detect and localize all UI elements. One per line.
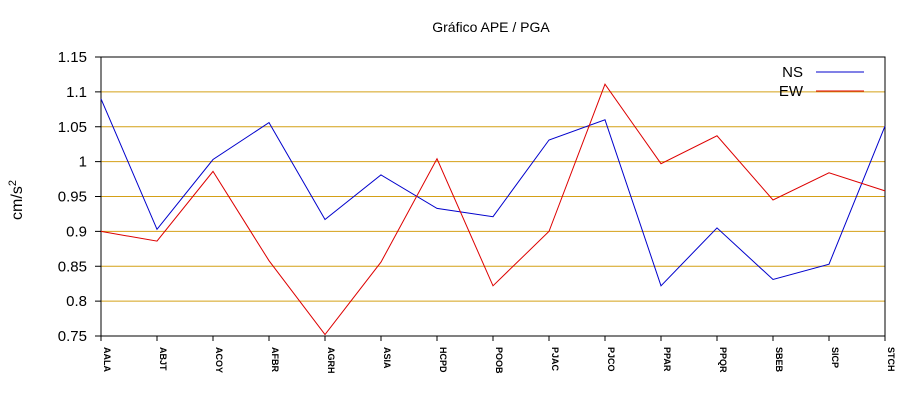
- series: [100, 83, 886, 336]
- y-tick-label: 1.1: [66, 84, 87, 101]
- x-tick-label: PPAR: [662, 347, 672, 372]
- y-tick-label: 0.8: [66, 293, 87, 310]
- x-tick-label: AFBR: [270, 347, 280, 372]
- y-axis-label: cm/s2: [7, 180, 26, 220]
- legend-label-ns: NS: [782, 64, 803, 81]
- x-tick-label: SBEB: [774, 347, 784, 373]
- x-tick-label: POOB: [494, 347, 504, 374]
- y-tick-label: 0.85: [58, 258, 87, 275]
- axes: 0.75 0.8 0.85 0.9 0.95 1 1.05 1.1 1.15 AALA ABJT AC…: [58, 49, 896, 374]
- series-line-ew: [100, 83, 886, 336]
- x-tick-label: AALA: [102, 347, 112, 372]
- y-tick-label: 1.05: [58, 119, 87, 136]
- legend-label-ew: EW: [779, 83, 804, 100]
- y-tick-label: 0.95: [58, 189, 87, 206]
- y-axis-label-superscript: 2: [7, 180, 19, 186]
- x-tick-label: PPQR: [718, 347, 728, 373]
- x-tick-label: ASIA: [382, 347, 392, 369]
- legend: NS EW: [779, 64, 864, 100]
- y-tick-label: 0.9: [66, 223, 87, 240]
- y-tick-label: 1: [79, 154, 87, 171]
- chart-title: Gráfico APE / PGA: [432, 19, 550, 35]
- x-tick-label: STCH: [886, 347, 896, 372]
- series-line-ns: [100, 98, 886, 287]
- x-tick-label: PJAC: [550, 347, 560, 372]
- grid: [101, 91, 885, 302]
- y-tick-label: 0.75: [58, 328, 87, 345]
- x-tick-label: ABJT: [158, 347, 168, 371]
- x-tick-label: ACOY: [214, 347, 224, 373]
- x-tick-label: SICP: [830, 347, 840, 368]
- x-tick-label: AGRH: [326, 347, 336, 374]
- x-tick-label: HCPD: [438, 347, 448, 373]
- x-tick-label: PJCO: [606, 347, 616, 372]
- y-tick-label: 1.15: [58, 49, 87, 66]
- y-axis-label-unit: cm/s: [9, 186, 26, 220]
